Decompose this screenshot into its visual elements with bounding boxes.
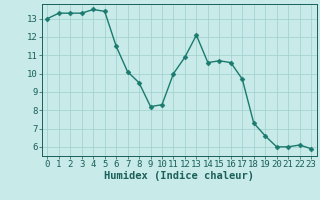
X-axis label: Humidex (Indice chaleur): Humidex (Indice chaleur) bbox=[104, 171, 254, 181]
